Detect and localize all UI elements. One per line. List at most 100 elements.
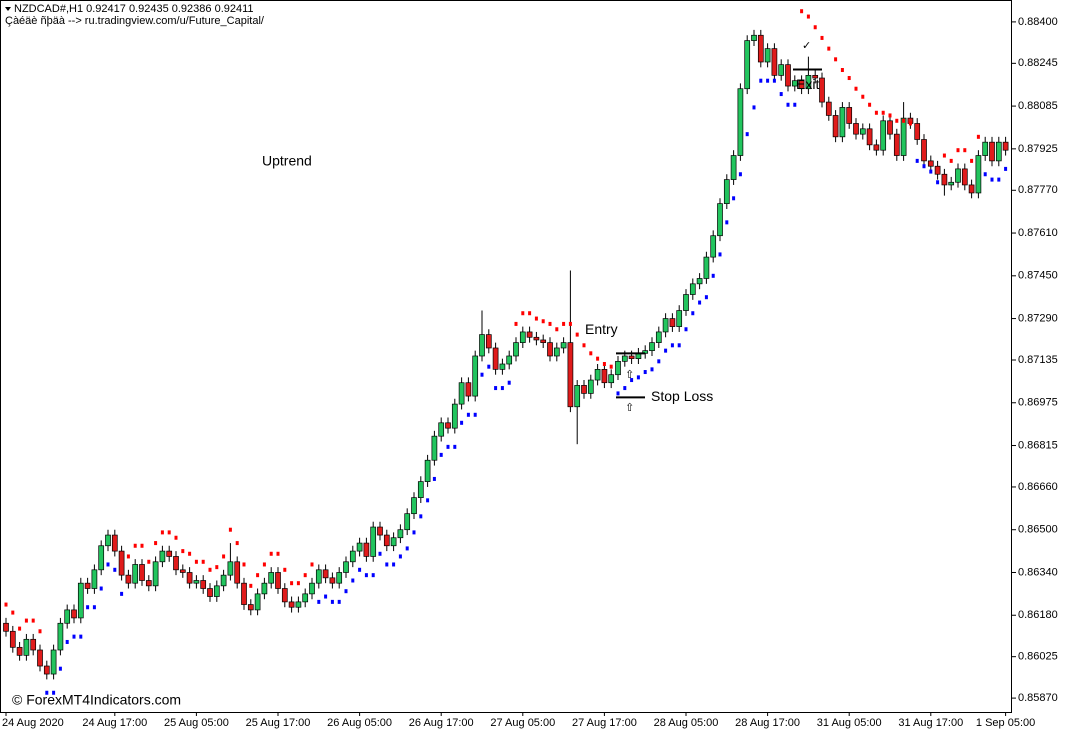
x-tick-label: 27 Aug 17:00 [572, 717, 637, 729]
candle-body [581, 385, 587, 394]
candle-body [417, 481, 424, 498]
trail-dot [58, 666, 62, 671]
trail-dot [65, 639, 69, 644]
trail-dot [806, 14, 810, 19]
trail-dot [133, 543, 137, 548]
candle-body [805, 75, 812, 90]
candle-body [465, 382, 472, 397]
trail-dot [160, 530, 164, 535]
candle-body [547, 342, 553, 357]
trail-dot [929, 169, 933, 174]
trail-dot [650, 367, 654, 372]
candle-body [553, 347, 560, 357]
trail-dot [636, 375, 640, 380]
y-tick-label: 0.88245 [1018, 57, 1058, 69]
x-tick-label: 28 Aug 17:00 [735, 717, 800, 729]
candle-body [132, 564, 139, 584]
x-tick-label: 25 Aug 17:00 [246, 717, 311, 729]
trail-dot [174, 535, 178, 540]
x-tick-label: 28 Aug 05:00 [654, 717, 719, 729]
trail-dot [881, 110, 885, 115]
candle-body [825, 101, 832, 116]
trail-dot [228, 527, 232, 532]
trail-dot [38, 629, 42, 634]
candle-body [111, 534, 118, 552]
y-tick-label: 0.86815 [1018, 439, 1058, 451]
plot-frame [0, 0, 1012, 713]
candle-body [880, 120, 887, 151]
y-tick-label: 0.86340 [1018, 566, 1058, 578]
candle-body [207, 588, 213, 597]
trail-dot [847, 76, 851, 81]
trail-dot [405, 546, 409, 551]
trail-dot [915, 158, 919, 163]
trail-dot [623, 386, 627, 391]
candle-body [499, 363, 506, 370]
header-note: Çàéäè ñþäà --> ru.tradingview.com/u/Futu… [5, 15, 265, 27]
trail-dot [562, 321, 566, 326]
candle-body [485, 334, 492, 349]
y-tick-label: 0.87450 [1018, 270, 1058, 282]
candle-body [655, 331, 662, 343]
trail-dot [215, 565, 219, 570]
candle-body [506, 355, 513, 365]
trail-dot [290, 581, 294, 586]
candle-body [281, 588, 288, 603]
trail-dot [772, 78, 776, 83]
trail-dot [283, 567, 287, 572]
candle-body [961, 168, 968, 186]
candle-body [329, 577, 336, 584]
trail-dot [548, 321, 552, 326]
candle-body [798, 80, 805, 90]
candle-body [934, 165, 941, 175]
candle-body [50, 649, 57, 675]
candle-body [370, 526, 377, 557]
y-tick-label: 0.87925 [1018, 143, 1058, 155]
y-tick-label: 0.86660 [1018, 481, 1058, 493]
candle-body [84, 582, 91, 589]
trail-dot [86, 605, 90, 610]
level-label: Stop Loss [651, 388, 713, 404]
candle-body [683, 294, 689, 311]
trail-dot [813, 25, 817, 30]
trail-dot [487, 364, 491, 369]
trail-dot [262, 562, 266, 567]
x-tick-label: 31 Aug 17:00 [898, 717, 963, 729]
trail-dot [385, 562, 389, 567]
trail-dot [11, 610, 15, 615]
candle-body [451, 403, 458, 429]
candle-body [438, 422, 445, 437]
trail-dot [779, 92, 783, 97]
trail-dot [426, 498, 430, 503]
trail-dot [521, 311, 525, 316]
x-tick-label: 31 Aug 05:00 [817, 717, 882, 729]
candle-body [791, 80, 798, 87]
trail-dot [664, 348, 668, 353]
candle-body [261, 582, 268, 595]
candle-body [186, 572, 193, 584]
candle-body [322, 569, 329, 579]
candle-body [234, 561, 241, 584]
trail-dot [120, 591, 124, 596]
candle-body [662, 318, 669, 333]
trail-dot [670, 343, 674, 348]
candle-body [785, 64, 791, 87]
candle-body [649, 342, 655, 351]
trend-annotation: Uptrend [262, 153, 312, 169]
trail-dot [154, 541, 158, 546]
candle-body [9, 630, 16, 648]
candle-body [349, 550, 356, 563]
candle-body [200, 580, 207, 589]
trail-dot [92, 605, 96, 610]
candle-body [404, 513, 411, 531]
candle-body [594, 369, 601, 381]
trail-dot [970, 158, 974, 163]
candle-body [145, 580, 152, 587]
trail-dot [480, 372, 484, 377]
trail-dot [936, 180, 940, 185]
trail-dot [52, 690, 56, 695]
trail-dot [609, 364, 613, 369]
trail-dot [725, 220, 729, 225]
candle-body [431, 435, 438, 461]
candle-body [152, 561, 159, 587]
